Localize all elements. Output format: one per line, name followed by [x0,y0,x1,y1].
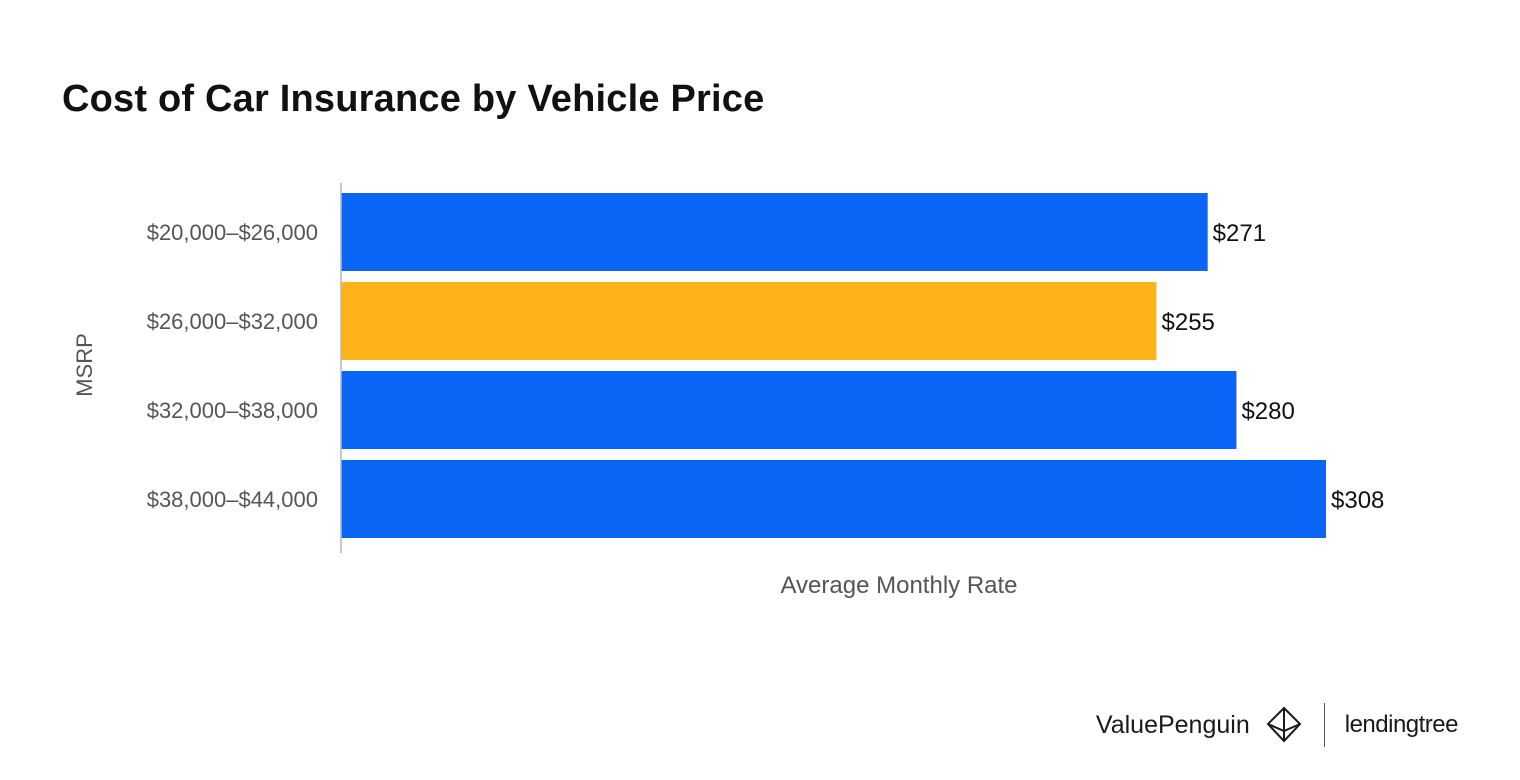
bar-4 [341,460,1326,538]
lendingtree-logo-text: lendingtree [1344,711,1459,738]
value-labels: $271 $255 $280 $308 [1162,220,1385,514]
valuepenguin-logo-text: ValuePenguin [1095,710,1250,739]
bar-1 [341,193,1208,271]
x-axis-title: Average Monthly Rate [780,572,1017,599]
bars-layer [341,193,1326,538]
chart-title: Cost of Car Insurance by Vehicle Price [62,78,765,120]
category-label: $26,000–$32,000 [147,309,318,334]
brand-separator [1323,703,1325,747]
category-label: $20,000–$26,000 [147,220,318,245]
value-label: $271 [1213,220,1266,247]
bar-3 [341,371,1237,449]
y-axis-title: MSRP [72,333,97,397]
bar-chart: $20,000–$26,000 $26,000–$32,000 $32,000–$3… [72,183,1385,599]
value-label: $280 [1241,398,1294,425]
category-labels: $20,000–$26,000 $26,000–$32,000 $32,000–$3… [147,220,318,512]
penguin-diamond-logo-icon [1266,706,1302,743]
brand-footer: ValuePenguin lendingtree [1095,700,1459,750]
value-label: $308 [1331,487,1384,514]
category-label: $38,000–$44,000 [147,487,318,512]
category-label: $32,000–$38,000 [147,398,318,423]
value-label: $255 [1162,309,1215,336]
bar-2 [341,282,1157,360]
